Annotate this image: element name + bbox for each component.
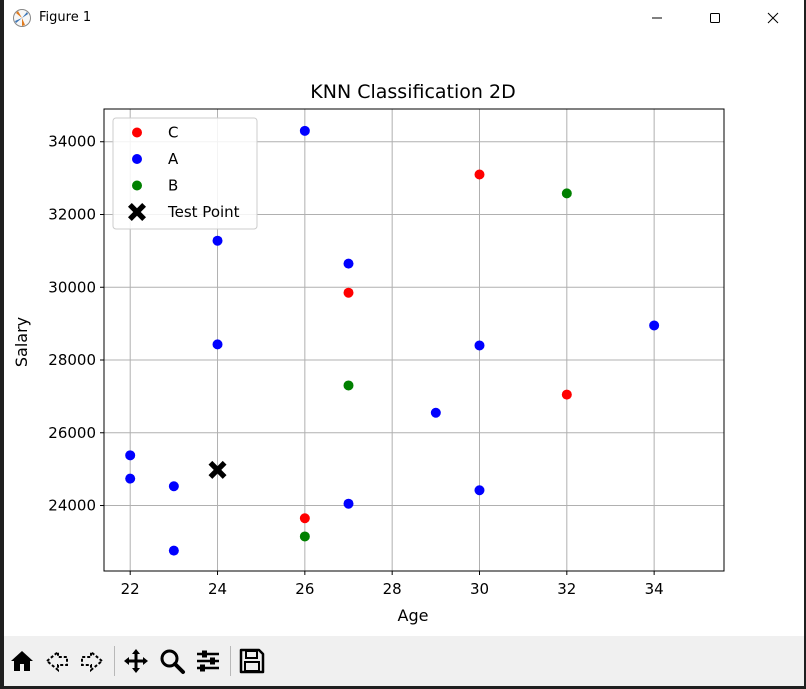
forward-button[interactable] (77, 646, 107, 676)
matplotlib-app-icon (12, 8, 32, 28)
data-point-c (561, 389, 572, 400)
y-tick-label: 30000 (48, 278, 96, 296)
x-tick-label: 26 (295, 580, 314, 598)
save-button[interactable] (237, 646, 267, 676)
zoom-icon (160, 649, 185, 674)
minimize-button[interactable] (628, 0, 686, 36)
data-point-a (474, 485, 485, 496)
window-title: Figure 1 (39, 10, 92, 25)
y-axis-label: Salary (12, 317, 31, 367)
configure-subplots-icon (197, 650, 219, 672)
y-tick-label: 34000 (48, 133, 96, 151)
data-point-a (125, 450, 136, 461)
data-point-a (212, 235, 223, 246)
zoom-button[interactable] (157, 646, 187, 676)
x-tick-label: 24 (208, 580, 227, 598)
legend-label: Test Point (167, 203, 240, 221)
save-icon (239, 648, 265, 674)
title-bar: Figure 1 (4, 0, 804, 36)
data-point-a (168, 545, 179, 556)
data-point-c (474, 169, 485, 180)
y-tick-label: 26000 (48, 424, 96, 442)
forward-icon (81, 649, 104, 673)
y-tick-label: 28000 (48, 351, 96, 369)
legend-label: B (168, 177, 178, 195)
x-tick-label: 30 (470, 580, 489, 598)
home-icon (11, 651, 33, 671)
legend-label: A (168, 150, 179, 168)
pan-icon (124, 649, 148, 673)
data-point-a (430, 407, 441, 418)
minimize-icon (652, 17, 662, 19)
x-axis-label: Age (398, 606, 429, 625)
data-point-a (649, 320, 660, 331)
figure-window: Figure 1 KNN Classification 2D 22 24 26 28 3… (4, 0, 804, 686)
axis-ticks: 22 24 26 28 30 32 34 24000 26000 28000 30000 32000 3… (48, 133, 663, 598)
data-point-c (299, 513, 310, 524)
toolbar-separator (230, 646, 231, 676)
data-points (125, 125, 660, 556)
plot-frame (103, 108, 725, 572)
scatter-chart: KNN Classification 2D 22 24 26 28 30 32 34 2400… (12, 81, 725, 625)
data-point-a (168, 481, 179, 492)
data-point-a (212, 339, 223, 350)
legend-marker (132, 180, 142, 191)
navigation-toolbar (4, 636, 804, 686)
home-button[interactable] (7, 646, 37, 676)
maximize-button[interactable] (686, 0, 744, 36)
data-point-b (299, 531, 310, 542)
legend-frame (112, 117, 258, 230)
data-point-a (299, 125, 310, 136)
data-point-a (125, 473, 136, 484)
data-point-c (343, 287, 354, 298)
x-tick-label: 28 (383, 580, 402, 598)
y-tick-label: 24000 (48, 497, 96, 515)
legend-label: C (168, 124, 178, 142)
x-tick-label: 34 (645, 580, 664, 598)
legend-marker (132, 127, 142, 138)
back-icon (45, 649, 68, 673)
back-button[interactable] (42, 646, 72, 676)
legend-marker (132, 154, 142, 164)
maximize-icon (710, 13, 720, 23)
data-point-a (343, 498, 354, 509)
data-point-test-point (208, 460, 227, 479)
close-button[interactable] (744, 0, 802, 36)
x-tick-label: 32 (557, 580, 576, 598)
chart-title: KNN Classification 2D (310, 81, 515, 103)
figure-canvas: KNN Classification 2D 22 24 26 28 30 32 34 2400… (4, 36, 804, 636)
close-icon (767, 12, 779, 24)
pan-button[interactable] (121, 646, 151, 676)
data-point-b (343, 380, 354, 391)
toolbar-separator (114, 646, 115, 676)
configure-subplots-button[interactable] (193, 646, 223, 676)
x-tick-label: 22 (121, 580, 140, 598)
data-point-a (343, 258, 354, 269)
legend-marker (128, 203, 146, 221)
data-point-a (474, 340, 485, 351)
y-tick-label: 32000 (48, 205, 96, 223)
legend: CAB Test Point (112, 117, 258, 230)
data-point-b (561, 188, 572, 199)
